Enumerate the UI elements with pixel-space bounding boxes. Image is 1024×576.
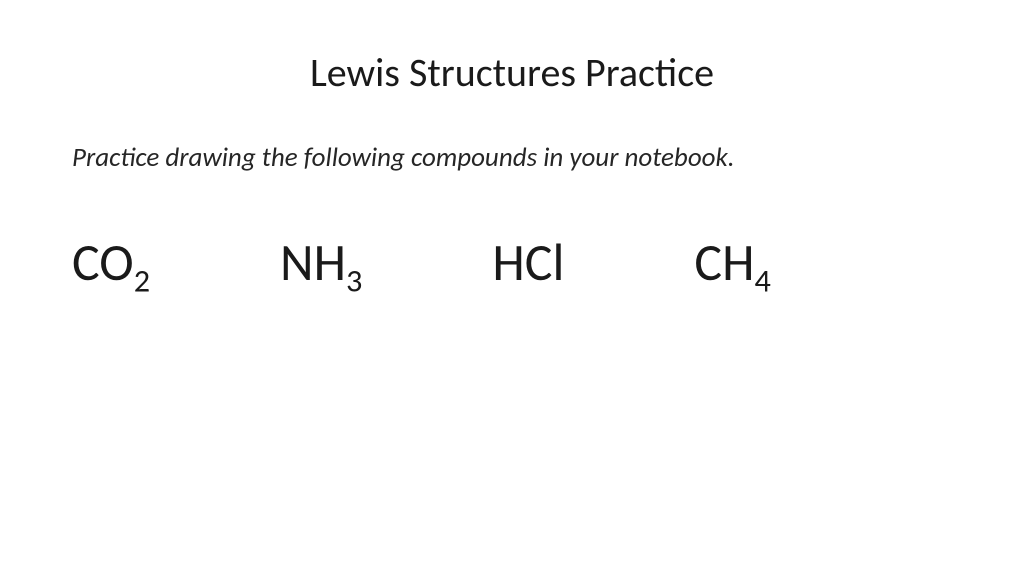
compound-co2: CO2 <box>72 230 150 294</box>
compound-base: CH <box>694 230 754 294</box>
compound-row: CO2 NH3 HCl CH4 <box>72 230 952 294</box>
compound-base: CO <box>72 230 134 294</box>
compound-sub: 3 <box>346 260 362 300</box>
compound-sub: 4 <box>755 260 771 300</box>
slide: Lewis Structures Practice Practice drawi… <box>0 0 1024 576</box>
compound-nh3: NH3 <box>280 230 362 294</box>
compound-sub: 2 <box>134 260 150 300</box>
compound-ch4: CH4 <box>694 230 770 294</box>
compound-base: HCl <box>492 230 564 294</box>
slide-title: Lewis Structures Practice <box>72 48 952 97</box>
instruction-text: Practice drawing the following compounds… <box>72 141 952 174</box>
compound-hcl: HCl <box>492 230 564 294</box>
compound-base: NH <box>280 230 346 294</box>
